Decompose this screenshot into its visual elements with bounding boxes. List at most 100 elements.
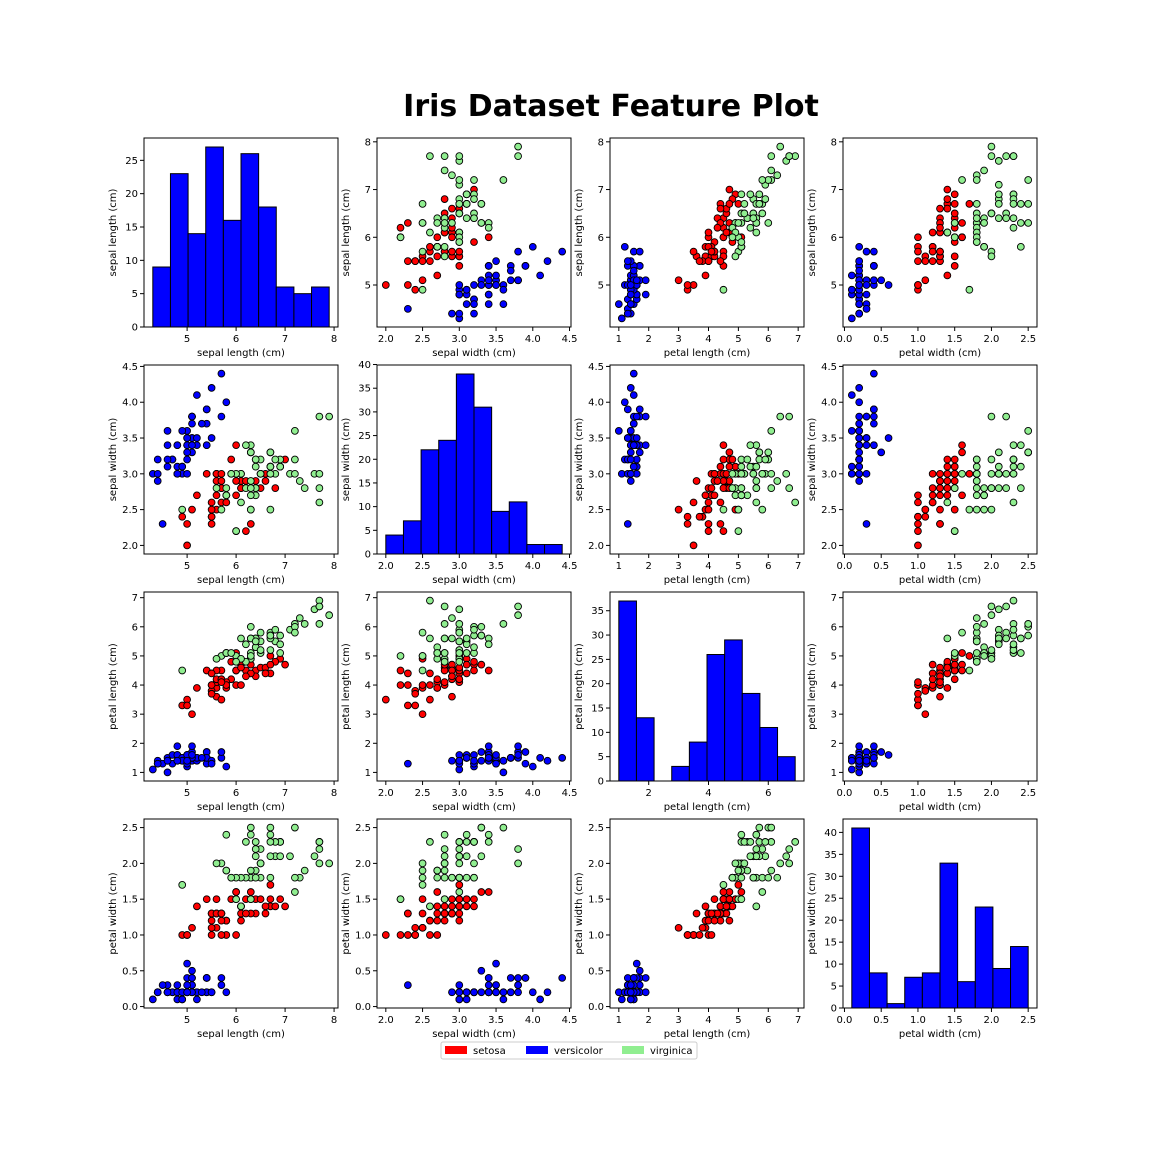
scatter-point-virginica xyxy=(462,200,471,208)
x-tick-label: 4.0 xyxy=(525,788,541,799)
scatter-point-setosa xyxy=(716,257,725,265)
scatter-point-versicolor xyxy=(222,398,231,407)
scatter-point-versicolor xyxy=(521,974,530,982)
scatter-point-setosa xyxy=(440,909,449,918)
scatter-point-setosa xyxy=(695,512,704,521)
scatter-point-setosa xyxy=(271,902,280,911)
scatter-point-setosa xyxy=(719,527,728,535)
scatter-point-virginica xyxy=(315,845,324,853)
scatter-point-setosa xyxy=(704,520,713,528)
scatter-point-setosa xyxy=(426,669,434,678)
axes-frame xyxy=(842,591,1038,782)
scatter-point-virginica xyxy=(1024,631,1033,640)
y-axis-label: sepal length (cm) xyxy=(108,188,119,276)
scatter-point-virginica xyxy=(972,477,981,485)
scatter-point-virginica xyxy=(484,223,493,232)
hist-bar xyxy=(851,827,870,1009)
hist-bar xyxy=(222,219,242,328)
scatter-point-virginica xyxy=(972,491,981,500)
x-tick-label: 6 xyxy=(233,561,239,572)
y-tick-label: 4 xyxy=(132,681,138,692)
scatter-point-versicolor xyxy=(455,995,464,1004)
scatter-point-versicolor xyxy=(521,759,530,768)
y-tick-label: 0.5 xyxy=(588,966,604,977)
scatter-point-setosa xyxy=(701,271,710,280)
hist-bar xyxy=(1010,946,1029,1009)
scatter-point-versicolor xyxy=(202,974,211,982)
scatter-point-virginica xyxy=(972,484,981,492)
scatter-point-virginica xyxy=(980,242,988,251)
scatter-point-virginica xyxy=(758,469,767,478)
scatter-point-virginica xyxy=(286,852,294,861)
scatter-point-setosa xyxy=(950,477,959,485)
scatter-point-setosa xyxy=(202,895,211,904)
x-tick-label: 2.0 xyxy=(983,334,999,345)
scatter-point-virginica xyxy=(749,214,758,223)
scatter-point-versicolor xyxy=(178,427,187,435)
scatter-point-versicolor xyxy=(626,469,635,478)
scatter-point-setosa xyxy=(950,660,959,669)
y-axis-label: sepal length (cm) xyxy=(574,188,585,276)
scatter-point-virginica xyxy=(315,498,324,507)
x-tick-label: 2.5 xyxy=(415,334,431,345)
scatter-point-versicolor xyxy=(870,441,878,450)
scatter-point-versicolor xyxy=(506,266,515,275)
scatter-point-setosa xyxy=(448,895,456,904)
x-tick-label: 2 xyxy=(646,1015,652,1026)
x-tick-label: 4 xyxy=(705,334,711,345)
scatter-point-virginica xyxy=(1009,640,1018,649)
scatter-point-setosa xyxy=(207,689,216,698)
scatter-point-versicolor xyxy=(635,405,644,414)
scatter-point-setosa xyxy=(183,541,191,550)
scatter-point-virginica xyxy=(217,505,226,514)
x-tick-label: 6 xyxy=(765,334,771,345)
scatter-point-versicolor xyxy=(855,477,864,485)
scatter-point-virginica xyxy=(740,209,749,218)
scatter-point-virginica xyxy=(987,646,996,654)
scatter-point-versicolor xyxy=(448,756,456,765)
y-axis-label: petal width (cm) xyxy=(574,872,585,954)
scatter-point-virginica xyxy=(972,649,981,657)
scatter-point-virginica xyxy=(315,838,324,846)
scatter-point-versicolor xyxy=(855,281,864,289)
scatter-point-virginica xyxy=(734,505,743,514)
scatter-point-virginica xyxy=(1024,219,1033,227)
scatter-point-virginica xyxy=(773,873,782,882)
scatter-point-virginica xyxy=(315,620,324,628)
legend: setosa versicolor virginica xyxy=(440,1041,698,1060)
y-tick-label: 0 xyxy=(132,323,138,334)
scatter-point-virginica xyxy=(315,859,324,868)
scatter-point-setosa xyxy=(261,477,270,485)
scatter-point-virginica xyxy=(246,491,255,500)
x-tick-label: 2 xyxy=(646,334,652,345)
y-tick-label: 4.5 xyxy=(821,362,837,373)
scatter-point-versicolor xyxy=(862,290,871,299)
scatter-point-virginica xyxy=(994,469,1003,478)
scatter-point-versicolor xyxy=(470,281,478,289)
scatter-point-versicolor xyxy=(632,959,641,968)
scatter-point-virginica xyxy=(315,412,324,421)
scatter-point-virginica xyxy=(477,823,486,832)
scatter-point-virginica xyxy=(325,412,334,421)
scatter-point-virginica xyxy=(743,455,752,464)
x-tick-label: 7 xyxy=(282,561,288,572)
y-tick-label: 30 xyxy=(358,407,371,418)
hist-bar xyxy=(187,233,207,328)
scatter-point-versicolor xyxy=(641,974,650,982)
scatter-point-setosa xyxy=(183,701,191,710)
scatter-point-setosa xyxy=(914,512,922,521)
scatter-point-versicolor xyxy=(188,419,196,428)
scatter-point-setosa xyxy=(188,923,196,932)
y-tick-label: 15 xyxy=(824,938,837,949)
scatter-point-setosa xyxy=(411,285,420,294)
scatter-point-setosa xyxy=(455,675,464,684)
scatter-point-virginica xyxy=(484,838,493,846)
figure-title: Iris Dataset Feature Plot xyxy=(403,89,819,124)
scatter-point-virginica xyxy=(773,171,782,180)
scatter-point-versicolor xyxy=(499,756,508,765)
scatter-point-virginica xyxy=(767,152,776,160)
scatter-point-setosa xyxy=(433,675,442,684)
scatter-point-setosa xyxy=(202,469,211,478)
y-tick-label: 1.0 xyxy=(588,930,604,941)
scatter-point-virginica xyxy=(1016,200,1025,208)
